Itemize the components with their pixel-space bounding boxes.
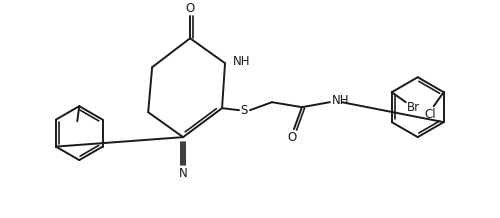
Text: Cl: Cl — [424, 108, 436, 121]
Text: S: S — [240, 104, 248, 117]
Text: O: O — [186, 2, 194, 15]
Text: O: O — [288, 131, 296, 144]
Text: Br: Br — [407, 101, 420, 114]
Text: NH: NH — [332, 94, 349, 107]
Text: NH: NH — [233, 55, 250, 68]
Text: N: N — [178, 167, 188, 180]
